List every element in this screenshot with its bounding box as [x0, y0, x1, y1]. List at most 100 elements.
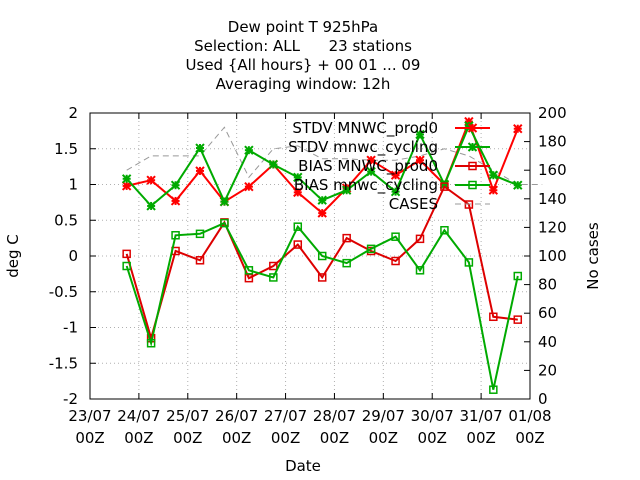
- y2-tick-label: 80: [538, 276, 557, 294]
- data-point: [195, 143, 205, 153]
- data-point: [146, 338, 156, 348]
- y-axis-tick-labels: 2 1.5 1 0.5 0 -0.5 -1 -1.5 -2: [49, 104, 78, 408]
- data-point: [171, 231, 180, 240]
- data-point: [269, 261, 278, 271]
- x-tick-label-date: 30/07: [411, 407, 454, 425]
- data-point: [366, 155, 376, 165]
- data-point: [121, 174, 132, 184]
- x-axis-label: Date: [285, 457, 321, 475]
- x-tick-label-date: 27/07: [264, 407, 307, 425]
- x-tick-label-date: 28/07: [313, 407, 356, 425]
- data-point: [220, 218, 229, 228]
- x-tick-label-hour: 00Z: [515, 429, 544, 447]
- y-tick-label: 1.5: [54, 140, 78, 158]
- y2-axis-label: No cases: [584, 222, 602, 290]
- series-line: [125, 185, 518, 342]
- legend-label: STDV MNWC_prod0: [292, 119, 438, 138]
- x-tick-label-date: 31/07: [459, 407, 502, 425]
- y2-tick-label: 120: [538, 218, 567, 236]
- data-point: [317, 251, 327, 261]
- series-bias-mnwc-prod0: [122, 182, 523, 343]
- data-point: [122, 249, 131, 259]
- data-point: [513, 180, 523, 190]
- title-line-3: Used {All hours} + 00 01 ... 09: [186, 56, 421, 74]
- data-point: [170, 180, 181, 190]
- x-tick-label-hour: 00Z: [466, 429, 495, 447]
- x-tick-label-date: 01/08: [508, 407, 551, 425]
- x-tick-label-hour: 00Z: [75, 429, 104, 447]
- series-line: [125, 221, 519, 390]
- data-point: [391, 232, 400, 241]
- y-tick-label: -0.5: [49, 283, 78, 301]
- legend-label: BIAS mnwc_cycling: [294, 176, 438, 195]
- data-point: [317, 273, 327, 282]
- x-tick-label-date: 25/07: [166, 407, 209, 425]
- data-point: [513, 271, 523, 281]
- y2-tick-label: 100: [538, 247, 567, 265]
- data-point: [170, 196, 181, 206]
- data-point: [317, 195, 327, 205]
- y-tick-label: 2: [68, 104, 78, 122]
- title-line-1: Dew point T 925hPa: [228, 18, 378, 36]
- series-layer: [121, 116, 523, 394]
- data-point: [342, 258, 351, 268]
- data-point: [317, 208, 327, 218]
- data-point: [440, 182, 449, 191]
- data-point: [488, 170, 499, 180]
- x-tick-label-date: 26/07: [215, 407, 258, 425]
- legend-label: CASES: [389, 195, 438, 213]
- y2-tick-label: 200: [538, 104, 567, 122]
- x-tick-label-date: 24/07: [117, 407, 160, 425]
- title-line-2: Selection: ALL 23 stations: [194, 37, 412, 55]
- data-point: [342, 233, 351, 243]
- data-point: [195, 166, 205, 176]
- data-point: [415, 129, 425, 140]
- x-tick-label-hour: 00Z: [271, 429, 300, 447]
- data-point: [488, 185, 499, 195]
- data-point: [293, 222, 303, 231]
- data-point: [440, 226, 449, 235]
- data-point: [415, 234, 425, 244]
- data-point: [468, 161, 477, 171]
- legend-label: BIAS MNWC_prod0: [298, 157, 438, 176]
- data-point: [415, 266, 425, 275]
- y-tick-label: 1: [68, 176, 78, 194]
- x-tick-label-hour: 00Z: [173, 429, 202, 447]
- data-point: [391, 256, 400, 266]
- y-tick-label: -1.5: [49, 354, 78, 372]
- x-tick-label-hour: 00Z: [320, 429, 349, 447]
- data-point: [195, 229, 205, 239]
- y2-tick-label: 60: [538, 304, 557, 322]
- data-point: [244, 145, 254, 155]
- y-tick-label: -1: [63, 319, 78, 337]
- data-point: [121, 181, 132, 191]
- y2-tick-label: 40: [538, 333, 557, 351]
- title-line-4: Averaging window: 12h: [216, 75, 391, 93]
- legend-label: STDV mnwc_cycling: [288, 138, 438, 157]
- x-tick-label-hour: 00Z: [369, 429, 398, 447]
- x-tick-label-hour: 00Z: [124, 429, 153, 447]
- data-point: [244, 181, 254, 192]
- x-tick-label-date: 29/07: [362, 407, 405, 425]
- y-tick-label: 0.5: [54, 211, 78, 229]
- data-point: [467, 142, 478, 152]
- x-axis-tick-labels: 23/07 00Z 24/07 00Z 25/07 00Z 26/07 00Z 27/07 00Z…: [68, 407, 551, 447]
- x-tick-label-hour: 00Z: [222, 429, 251, 447]
- data-point: [146, 175, 156, 185]
- y2-tick-label: 160: [538, 161, 567, 179]
- data-point: [468, 180, 477, 190]
- series-stdv-mnwc-cycling: [121, 121, 523, 211]
- data-point: [293, 172, 303, 183]
- data-point: [244, 266, 254, 275]
- y-tick-label: 0: [68, 247, 78, 265]
- data-point: [415, 155, 425, 165]
- data-point: [293, 187, 303, 198]
- data-point: [244, 273, 254, 283]
- data-point: [269, 273, 278, 282]
- axis-ticks: [89, 112, 531, 400]
- y2-tick-label: 140: [538, 190, 567, 208]
- data-point: [219, 196, 230, 207]
